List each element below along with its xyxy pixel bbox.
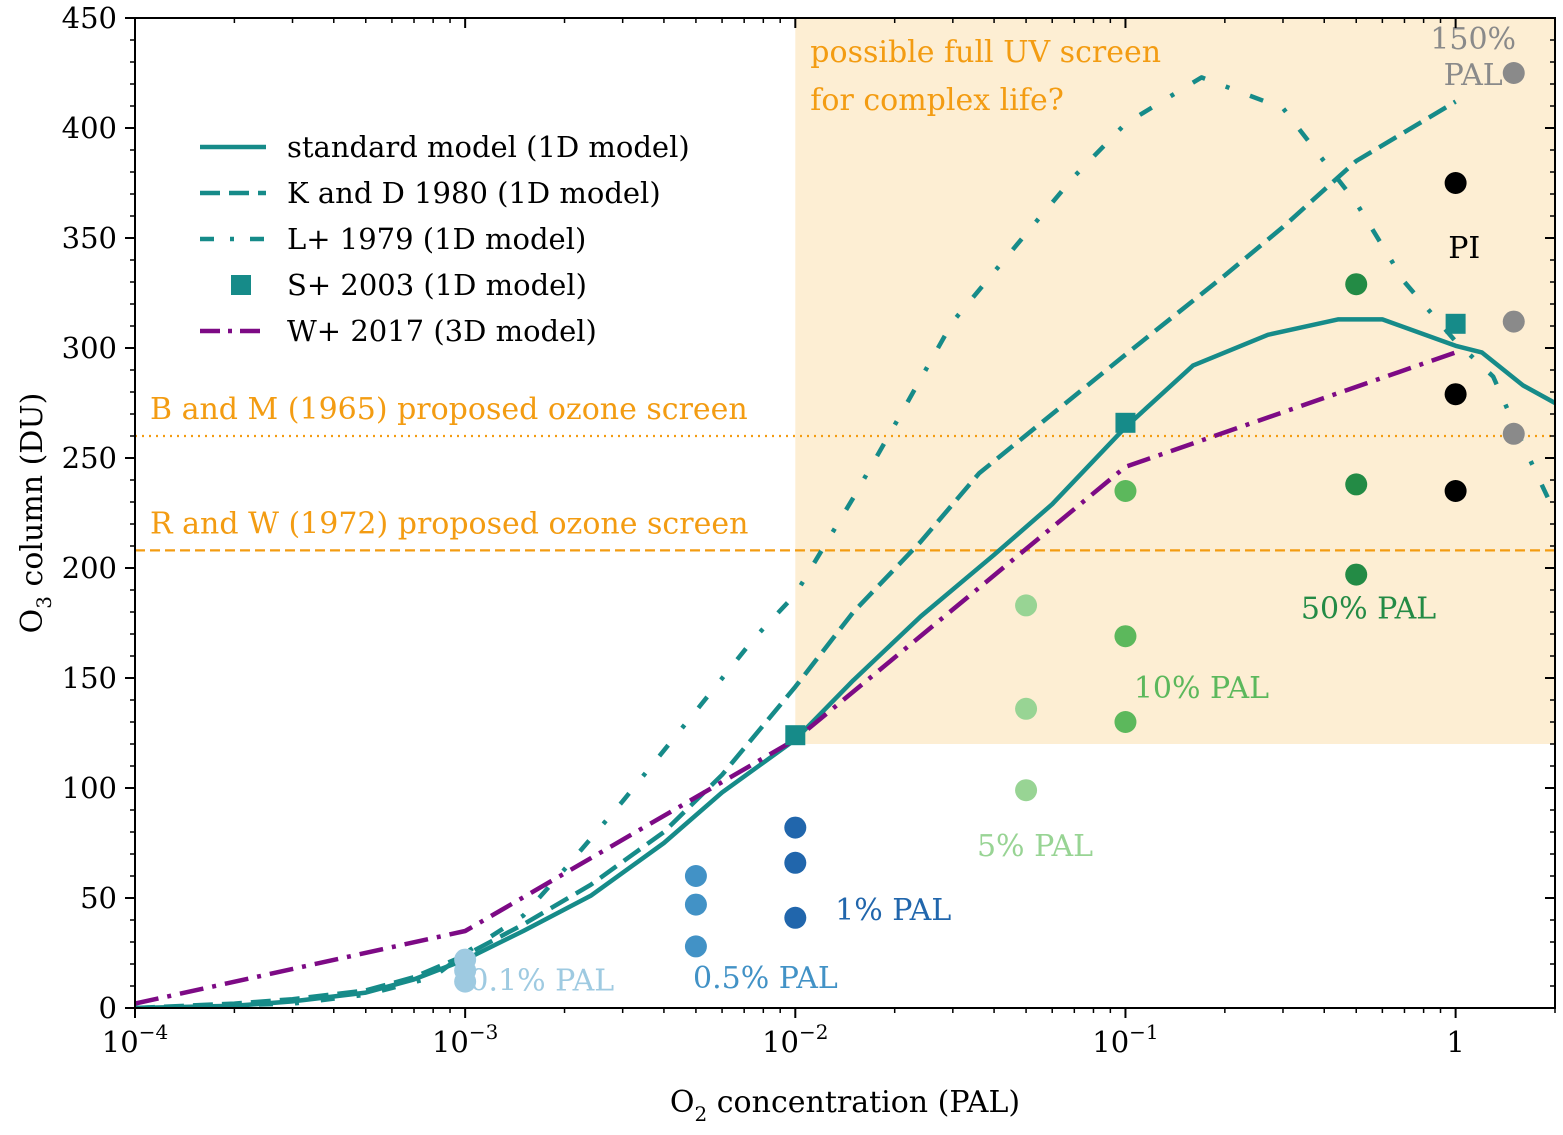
data-point [1345, 473, 1368, 496]
data-point [1114, 625, 1137, 648]
x-tick-label: 1 [1446, 1025, 1464, 1059]
x-tick-label: 10−3 [432, 1020, 498, 1059]
square-marker [1115, 412, 1136, 433]
data-point [784, 816, 807, 839]
point-group-label: PAL [1444, 58, 1503, 93]
y-tick-label: 450 [62, 1, 117, 35]
y-tick-label: 350 [62, 221, 117, 255]
x-tick-base: 10 [1092, 1025, 1129, 1059]
data-point [784, 851, 807, 874]
y-tick-label: 200 [62, 551, 117, 585]
x-tick-base: 10 [102, 1025, 139, 1059]
data-point [1345, 273, 1368, 296]
data-point [1015, 594, 1038, 617]
x-tick-label: 10−4 [102, 1020, 168, 1059]
legend-label: L+ 1979 (1D model) [287, 222, 586, 256]
data-point [684, 893, 707, 916]
uv-screen-label-line: possible full UV screen [810, 35, 1161, 70]
series-line-dashed [135, 99, 1457, 1008]
y-tick-label: 300 [62, 331, 117, 365]
legend-marker [231, 275, 251, 295]
data-point [1015, 779, 1038, 802]
x-tick-base: 1 [1446, 1025, 1464, 1059]
y-tick-label: 400 [62, 111, 117, 145]
x-tick-label: 10−2 [762, 1020, 828, 1059]
x-tick-exponent: −4 [139, 1020, 168, 1044]
data-point [684, 935, 707, 958]
point-group-label: 0.1% PAL [469, 963, 614, 998]
y-axis-label-sub: 3 [32, 596, 56, 609]
x-tick-exponent: −2 [799, 1020, 828, 1044]
x-tick-exponent: −3 [469, 1020, 498, 1044]
data-point [1015, 697, 1038, 720]
y-tick-label: 150 [62, 661, 117, 695]
point-group-label: PI [1448, 231, 1480, 266]
y-tick-label: 0 [99, 991, 117, 1025]
y-tick-label: 250 [62, 441, 117, 475]
data-point [1114, 711, 1137, 733]
point-group-label: 0.5% PAL [693, 961, 838, 996]
x-axis-label-rest: concentration (PAL) [707, 1085, 1020, 1120]
point-group-label: 50% PAL [1301, 592, 1436, 627]
point-group-label: 150% [1430, 22, 1516, 57]
y-tick-label: 100 [62, 771, 117, 805]
x-axis-label-sub: 2 [694, 1102, 707, 1126]
data-point [1444, 172, 1467, 194]
x-tick-label: 10−1 [1092, 1020, 1158, 1059]
x-axis-label-main: O [670, 1085, 695, 1120]
data-point [1502, 422, 1525, 445]
legend-label: standard model (1D model) [287, 130, 690, 164]
reference-line-label: B and M (1965) proposed ozone screen [150, 392, 748, 427]
y-axis-label-rest: column (DU) [15, 393, 50, 596]
series-layer [135, 75, 1555, 1008]
points-layer [454, 62, 1525, 993]
data-point [1114, 480, 1137, 502]
data-point [1502, 310, 1525, 333]
point-group-label: 10% PAL [1134, 671, 1269, 706]
point-group-label: 5% PAL [977, 829, 1093, 864]
legend-label: W+ 2017 (3D model) [287, 314, 597, 348]
legend: standard model (1D model) K and D 1980 (1… [200, 130, 690, 348]
data-point [784, 906, 807, 929]
y-axis-label-main: O [15, 609, 50, 634]
annotation-layer: possible full UV screen for complex life?… [150, 22, 1516, 999]
x-tick-exponent: −1 [1129, 1020, 1158, 1044]
uv-screen-label-line: for complex life? [810, 83, 1063, 118]
x-axis-label: O2 concentration (PAL) [670, 1085, 1020, 1126]
square-marker [1445, 313, 1466, 334]
series-line-dashdot [135, 350, 1457, 1006]
point-group-label: 1% PAL [835, 893, 951, 928]
plot-frame [134, 17, 1556, 1009]
data-point [1345, 563, 1368, 586]
x-tick-base: 10 [432, 1025, 469, 1059]
data-point [1444, 480, 1467, 502]
reference-line-label: R and W (1972) proposed ozone screen [150, 506, 748, 541]
square-marker [785, 725, 806, 746]
y-tick-label: 50 [80, 881, 117, 915]
legend-label: K and D 1980 (1D model) [287, 176, 661, 210]
y-axis-label: O3 column (DU) [15, 393, 56, 634]
data-point [454, 948, 477, 971]
data-point [1444, 383, 1467, 406]
legend-label: S+ 2003 (1D model) [287, 268, 587, 302]
x-tick-base: 10 [762, 1025, 799, 1059]
data-point [684, 865, 707, 887]
data-point [1502, 62, 1525, 84]
